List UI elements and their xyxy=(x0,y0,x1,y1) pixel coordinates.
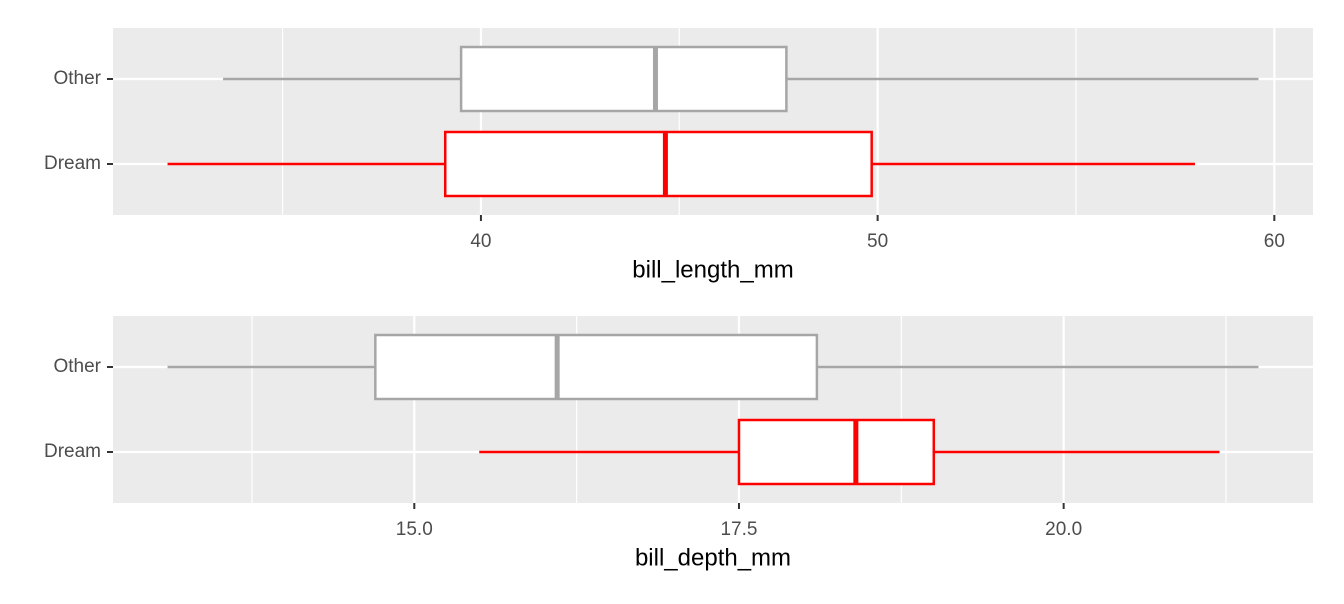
box xyxy=(374,333,819,401)
x-axis-label: bill_length_mm xyxy=(632,256,793,283)
x-tick-label: 40 xyxy=(470,231,491,252)
box xyxy=(737,418,936,486)
y-tick-label: Other xyxy=(53,356,101,377)
x-tick-label: 20.0 xyxy=(1045,519,1082,540)
x-tick-label: 60 xyxy=(1264,231,1285,252)
x-tick-label: 15.0 xyxy=(396,519,433,540)
x-axis-label: bill_depth_mm xyxy=(635,544,791,571)
box xyxy=(459,45,788,113)
y-tick-label: Dream xyxy=(44,153,101,174)
box xyxy=(443,130,873,198)
y-tick-label: Other xyxy=(53,68,101,89)
y-tick-label: Dream xyxy=(44,441,101,462)
x-tick-label: 50 xyxy=(867,231,888,252)
x-tick-label: 17.5 xyxy=(720,519,757,540)
